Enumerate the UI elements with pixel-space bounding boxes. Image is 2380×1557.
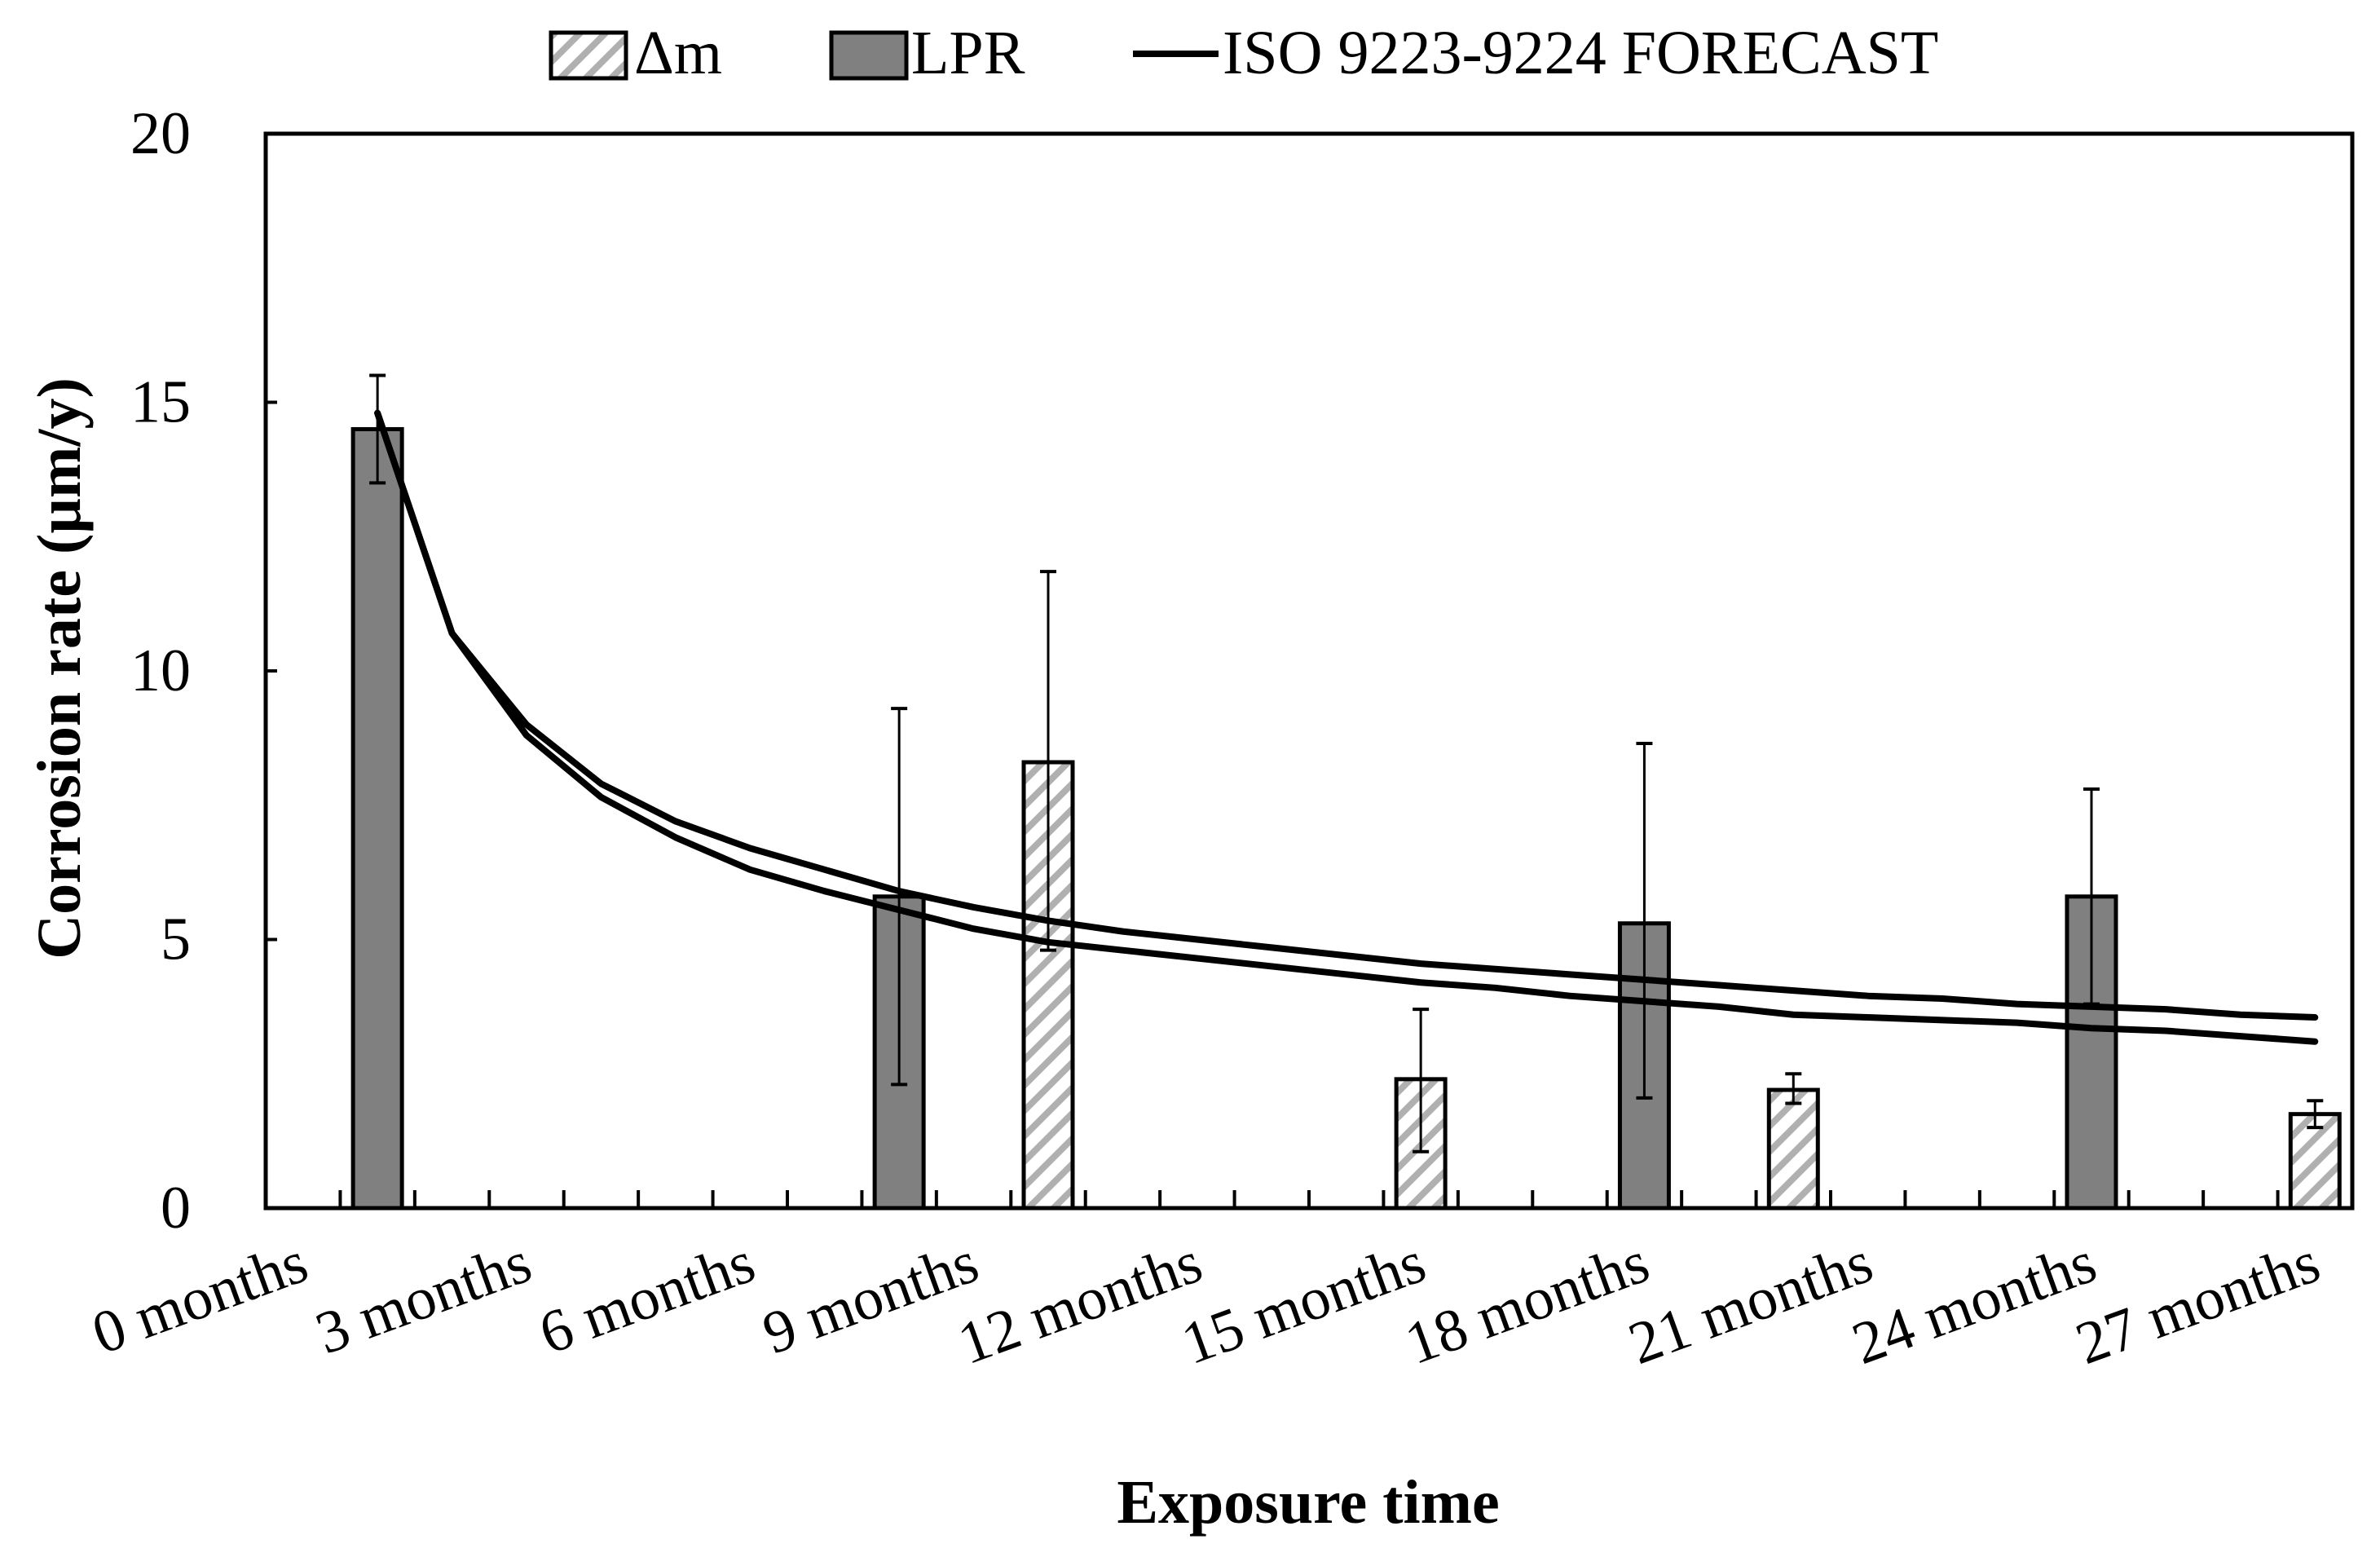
- x-tick-label: 15 months: [1173, 1228, 1434, 1378]
- y-tick-label: 20: [130, 100, 191, 167]
- x-tick-label: 21 months: [1620, 1228, 1881, 1378]
- y-tick-label: 15: [130, 369, 191, 436]
- error-bar: [2083, 787, 2100, 1006]
- lpr-bar: [350, 426, 404, 1211]
- legend-label-forecast: ISO 9223-9224 FORECAST: [1223, 19, 1938, 87]
- y-tick-label: 10: [130, 637, 191, 704]
- legend-label-dm: Δm: [634, 19, 722, 87]
- x-tick-label: 12 months: [950, 1228, 1210, 1378]
- error-bar: [891, 707, 908, 1087]
- dm-bar: [1021, 760, 1075, 1211]
- error-bar: [1040, 570, 1056, 952]
- error-bar: [369, 373, 386, 485]
- plot-frame: [263, 131, 2355, 1211]
- legend: Δm LPR ISO 9223-9224 FORECAST: [549, 19, 1938, 87]
- legend-label-lpr: LPR: [911, 19, 1025, 87]
- dm-bar: [1766, 1087, 1820, 1211]
- x-tick-label: 27 months: [2068, 1228, 2329, 1378]
- dm-bar: [2288, 1112, 2342, 1211]
- y-axis-title: Corrosion rate (µm/y): [25, 377, 94, 959]
- error-bar: [2307, 1099, 2324, 1130]
- legend-swatch-lpr: [829, 30, 909, 81]
- forecast-line-lower: [374, 409, 2319, 1045]
- x-tick-label: 9 months: [755, 1228, 987, 1368]
- error-bar: [1413, 1008, 1430, 1153]
- forecast-line-upper: [374, 409, 2319, 1021]
- x-axis-title: Exposure time: [1117, 1468, 1499, 1537]
- x-tick-label: 18 months: [1397, 1228, 1658, 1378]
- x-tick-label: 0 months: [84, 1228, 316, 1368]
- legend-swatch-dm: [549, 30, 628, 81]
- x-tick-label: 24 months: [1844, 1228, 2105, 1378]
- x-tick-label: 3 months: [307, 1228, 540, 1368]
- x-tick-label: 6 months: [531, 1228, 763, 1368]
- y-tick-label: 5: [161, 906, 191, 973]
- y-tick-label: 0: [161, 1175, 191, 1242]
- error-bar: [1636, 741, 1653, 1100]
- error-bar: [1785, 1072, 1802, 1105]
